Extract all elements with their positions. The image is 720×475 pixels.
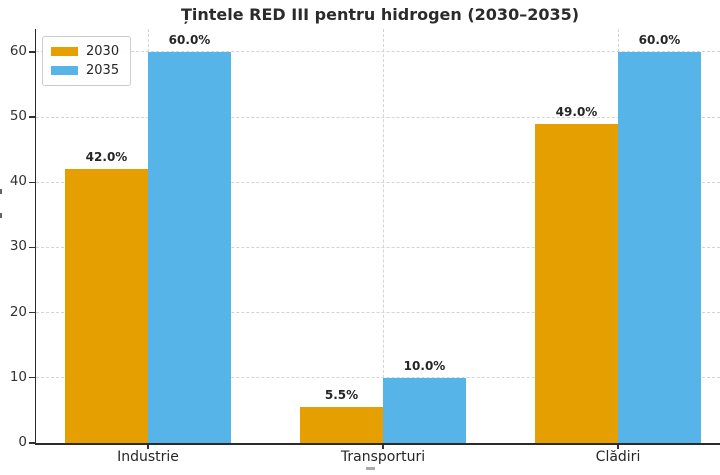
legend-label-2030: 2030: [86, 44, 120, 59]
y-tick-mark-20: [29, 311, 35, 314]
y-tick-mark-50: [29, 116, 35, 118]
value-label-2030-industrie: 42.0%: [85, 150, 128, 165]
bar-2030-cladiri: [535, 123, 618, 443]
x-tick-mark-industrie: [147, 445, 149, 449]
clipped-ylabel-fragment: [0, 189, 2, 194]
y-tick-mark-0: [29, 442, 35, 444]
y-tick-label-0: 0: [18, 434, 27, 450]
value-label-2035-industrie: 60.0%: [168, 32, 211, 47]
y-axis-spine: [34, 29, 37, 445]
bar-2035-cladiri: [618, 51, 701, 443]
value-label-2035-transporturi: 10.0%: [403, 358, 446, 373]
y-tick-mark-30: [29, 246, 35, 249]
x-tick-mark-cladiri: [617, 445, 619, 449]
legend: 2030 2035: [42, 36, 132, 86]
value-label-2030-cladiri: 49.0%: [555, 104, 598, 119]
y-tick-label-30: 30: [9, 238, 27, 255]
gridline-y-20: [35, 312, 720, 314]
y-tick-label-40: 40: [9, 173, 27, 190]
legend-swatch-2030: [51, 47, 78, 56]
y-tick-label-50: 50: [9, 108, 27, 125]
legend-item-2030: 2030: [51, 42, 119, 61]
y-tick-mark-40: [29, 181, 35, 183]
bar-2030-industrie: [65, 169, 148, 443]
clipped-xlabel-fragment: [366, 467, 375, 470]
bar-2030-transporturi: [300, 407, 383, 443]
x-tick-label-industrie: Industrie: [117, 449, 179, 465]
value-label-2030-transporturi: 5.5%: [324, 388, 359, 403]
legend-label-2035: 2035: [86, 63, 120, 78]
x-axis-spine: [34, 442, 720, 445]
chart-title: Țintele RED III pentru hidrogen (2030–20…: [180, 5, 580, 24]
gridline-y-50: [35, 116, 720, 118]
legend-swatch-2035: [51, 66, 78, 75]
x-tick-label-transporturi: Transporturi: [340, 449, 426, 465]
y-tick-label-60: 60: [9, 42, 27, 59]
y-tick-label-20: 20: [9, 303, 27, 320]
gridline-y-10: [35, 377, 720, 379]
bar-2035-industrie: [148, 51, 231, 443]
gridline-y-60: [35, 51, 720, 53]
y-tick-label-10: 10: [9, 368, 27, 385]
y-tick-mark-10: [29, 377, 35, 379]
bar-2035-transporturi: [383, 377, 466, 443]
legend-item-2035: 2035: [51, 61, 119, 80]
x-tick-label-cladiri: Clădiri: [595, 449, 641, 465]
value-label-2035-cladiri: 60.0%: [638, 32, 681, 47]
gridline-y-40: [35, 181, 720, 183]
clipped-ylabel-fragment: [0, 213, 2, 218]
y-tick-mark-60: [29, 51, 35, 53]
x-tick-mark-transporturi: [382, 445, 384, 449]
gridline-y-30: [35, 246, 720, 248]
gridline-x-transporturi: [382, 29, 384, 443]
